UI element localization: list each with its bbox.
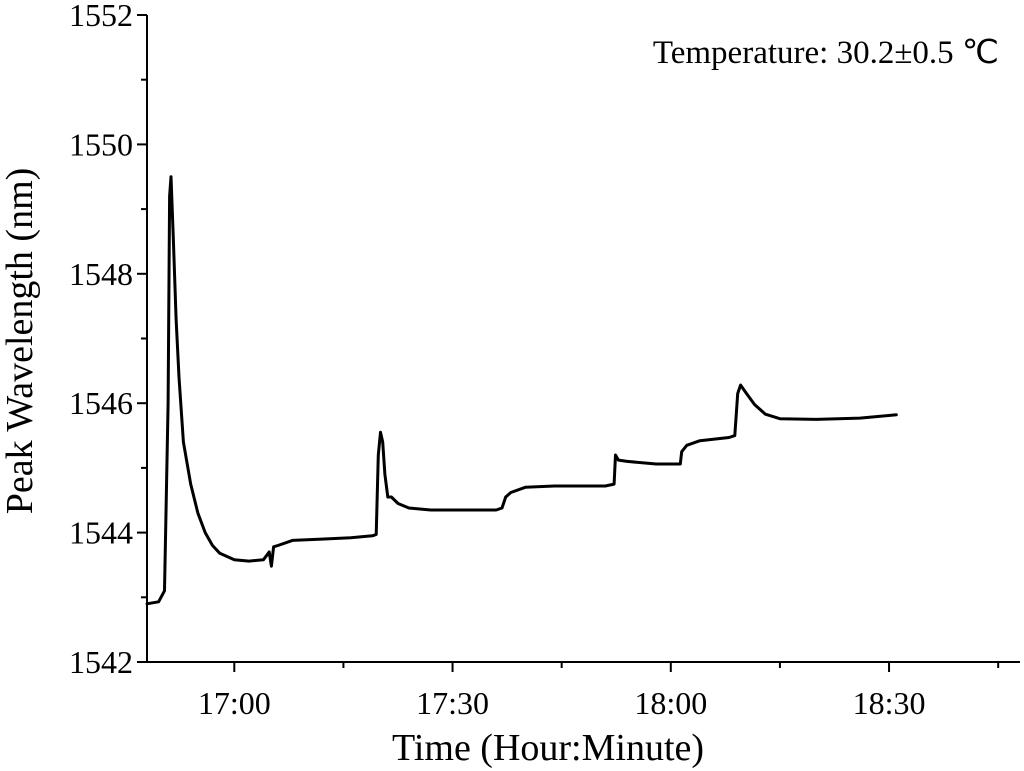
- x-tick-label: 18:30: [853, 685, 926, 721]
- y-tick-label: 1542: [69, 644, 133, 680]
- y-axis-title: Peak Wavelength (nm): [0, 168, 41, 515]
- temperature-annotation: Temperature: 30.2±0.5 ℃: [653, 35, 999, 71]
- x-tick-label: 17:30: [416, 685, 489, 721]
- axes: [146, 15, 1020, 663]
- plot-line-layer: [145, 175, 898, 606]
- x-tick-label: 18:00: [634, 685, 707, 721]
- y-tick-label: 1550: [69, 126, 133, 162]
- x-tick-label: 17:00: [198, 685, 271, 721]
- x-axis-title: Time (Hour:Minute): [392, 727, 704, 769]
- y-tick-label: 1552: [69, 0, 133, 33]
- ticks: [137, 14, 1000, 672]
- y-tick-label: 1548: [69, 256, 133, 292]
- tick-labels: 1542 1544 1546 1548 1550 1552 17:00 17:30 18:00 1…: [69, 0, 925, 721]
- series-line-0: [145, 175, 898, 606]
- y-tick-label: 1546: [69, 385, 133, 421]
- y-tick-label: 1544: [69, 515, 133, 551]
